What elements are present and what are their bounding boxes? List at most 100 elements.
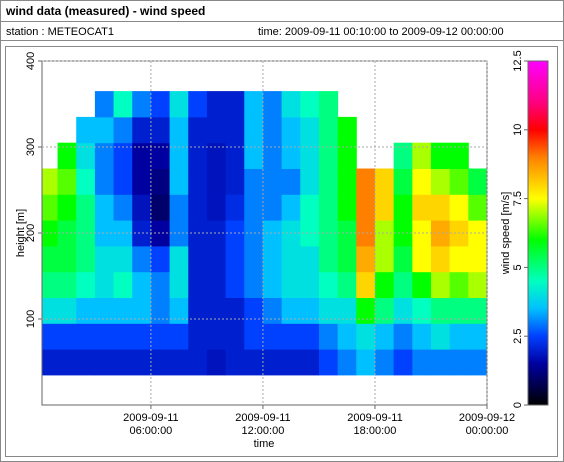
- cell: [57, 349, 77, 376]
- cell: [449, 245, 469, 273]
- cell: [318, 323, 339, 350]
- cell: [94, 116, 115, 144]
- cell: [262, 142, 283, 169]
- y-tick-label: 400: [25, 52, 37, 70]
- cell: [113, 142, 133, 169]
- cell: [430, 297, 451, 324]
- cell: [356, 220, 376, 247]
- cell: [169, 168, 189, 195]
- cell: [206, 116, 227, 144]
- cell: [94, 323, 115, 350]
- cell: [244, 194, 264, 221]
- cell: [188, 245, 208, 273]
- cell: [262, 220, 283, 247]
- time-range: time: 2009-09-11 00:10:00 to 2009-09-12 …: [258, 26, 504, 38]
- cell: [94, 220, 115, 247]
- cell: [430, 194, 451, 221]
- cell: [281, 116, 301, 144]
- cell: [300, 168, 320, 195]
- cell: [281, 323, 301, 350]
- cell: [468, 245, 487, 273]
- cell: [337, 271, 357, 298]
- cell: [132, 245, 152, 273]
- cell: [150, 297, 171, 324]
- colorbar-tick-label: 12.5: [512, 50, 524, 71]
- cell: [225, 297, 245, 324]
- cell: [76, 297, 96, 324]
- cell: [430, 142, 451, 169]
- cell: [94, 349, 115, 376]
- cell: [337, 168, 357, 195]
- y-axis-label: height [m]: [15, 209, 27, 257]
- cell: [225, 168, 245, 195]
- cell: [393, 349, 413, 376]
- cell: [393, 323, 413, 350]
- cell: [150, 271, 171, 298]
- cell: [430, 220, 451, 247]
- cell: [393, 168, 413, 195]
- cell: [188, 323, 208, 350]
- cell: [300, 116, 320, 144]
- x-tick-label: 2009-09-11 06:00:00: [123, 412, 179, 437]
- cell: [393, 245, 413, 273]
- cell: [337, 194, 357, 221]
- cell: [188, 116, 208, 144]
- cell: [169, 194, 189, 221]
- cell: [356, 297, 376, 324]
- x-axis-label: time: [254, 438, 275, 450]
- colorbar-tick-label: 7.5: [512, 191, 524, 206]
- cell: [132, 168, 152, 195]
- cell: [94, 297, 115, 324]
- cell: [94, 245, 115, 273]
- cell: [393, 297, 413, 324]
- cell: [188, 194, 208, 221]
- panel: [5, 46, 558, 457]
- cell: [150, 91, 171, 118]
- cell: [206, 349, 227, 376]
- cell: [262, 297, 283, 324]
- cell: [57, 194, 77, 221]
- x-tick-label: 2009-09-11 12:00:00: [235, 412, 291, 437]
- cell: [244, 297, 264, 324]
- cell: [262, 91, 283, 118]
- cell: [188, 271, 208, 298]
- cell: [449, 297, 469, 324]
- cell: [206, 142, 227, 169]
- cell: [430, 349, 451, 376]
- cell: [449, 194, 469, 221]
- cell: [412, 220, 432, 247]
- cell: [356, 245, 376, 273]
- colorbar: [527, 60, 549, 406]
- cell: [262, 245, 283, 273]
- cell: [188, 168, 208, 195]
- cell: [300, 194, 320, 221]
- cell: [94, 168, 115, 195]
- cell: [113, 245, 133, 273]
- cell: [430, 168, 451, 195]
- cell: [57, 323, 77, 350]
- cell: [76, 116, 96, 144]
- cell: [337, 245, 357, 273]
- cell: [188, 297, 208, 324]
- cell: [113, 116, 133, 144]
- cell: [468, 297, 487, 324]
- cell: [281, 91, 301, 118]
- cell: [468, 349, 487, 376]
- cell: [449, 349, 469, 376]
- cell: [113, 323, 133, 350]
- cell: [337, 349, 357, 376]
- cell: [42, 297, 59, 324]
- cell: [57, 271, 77, 298]
- cell: [188, 91, 208, 118]
- cell: [42, 194, 59, 221]
- cell: [262, 271, 283, 298]
- y-tick-label: 100: [25, 310, 37, 328]
- cell: [318, 116, 339, 144]
- cell: [76, 168, 96, 195]
- cell: [188, 142, 208, 169]
- cell: [113, 349, 133, 376]
- cell: [150, 194, 171, 221]
- cell: [57, 297, 77, 324]
- cell: [374, 271, 395, 298]
- cell: [225, 323, 245, 350]
